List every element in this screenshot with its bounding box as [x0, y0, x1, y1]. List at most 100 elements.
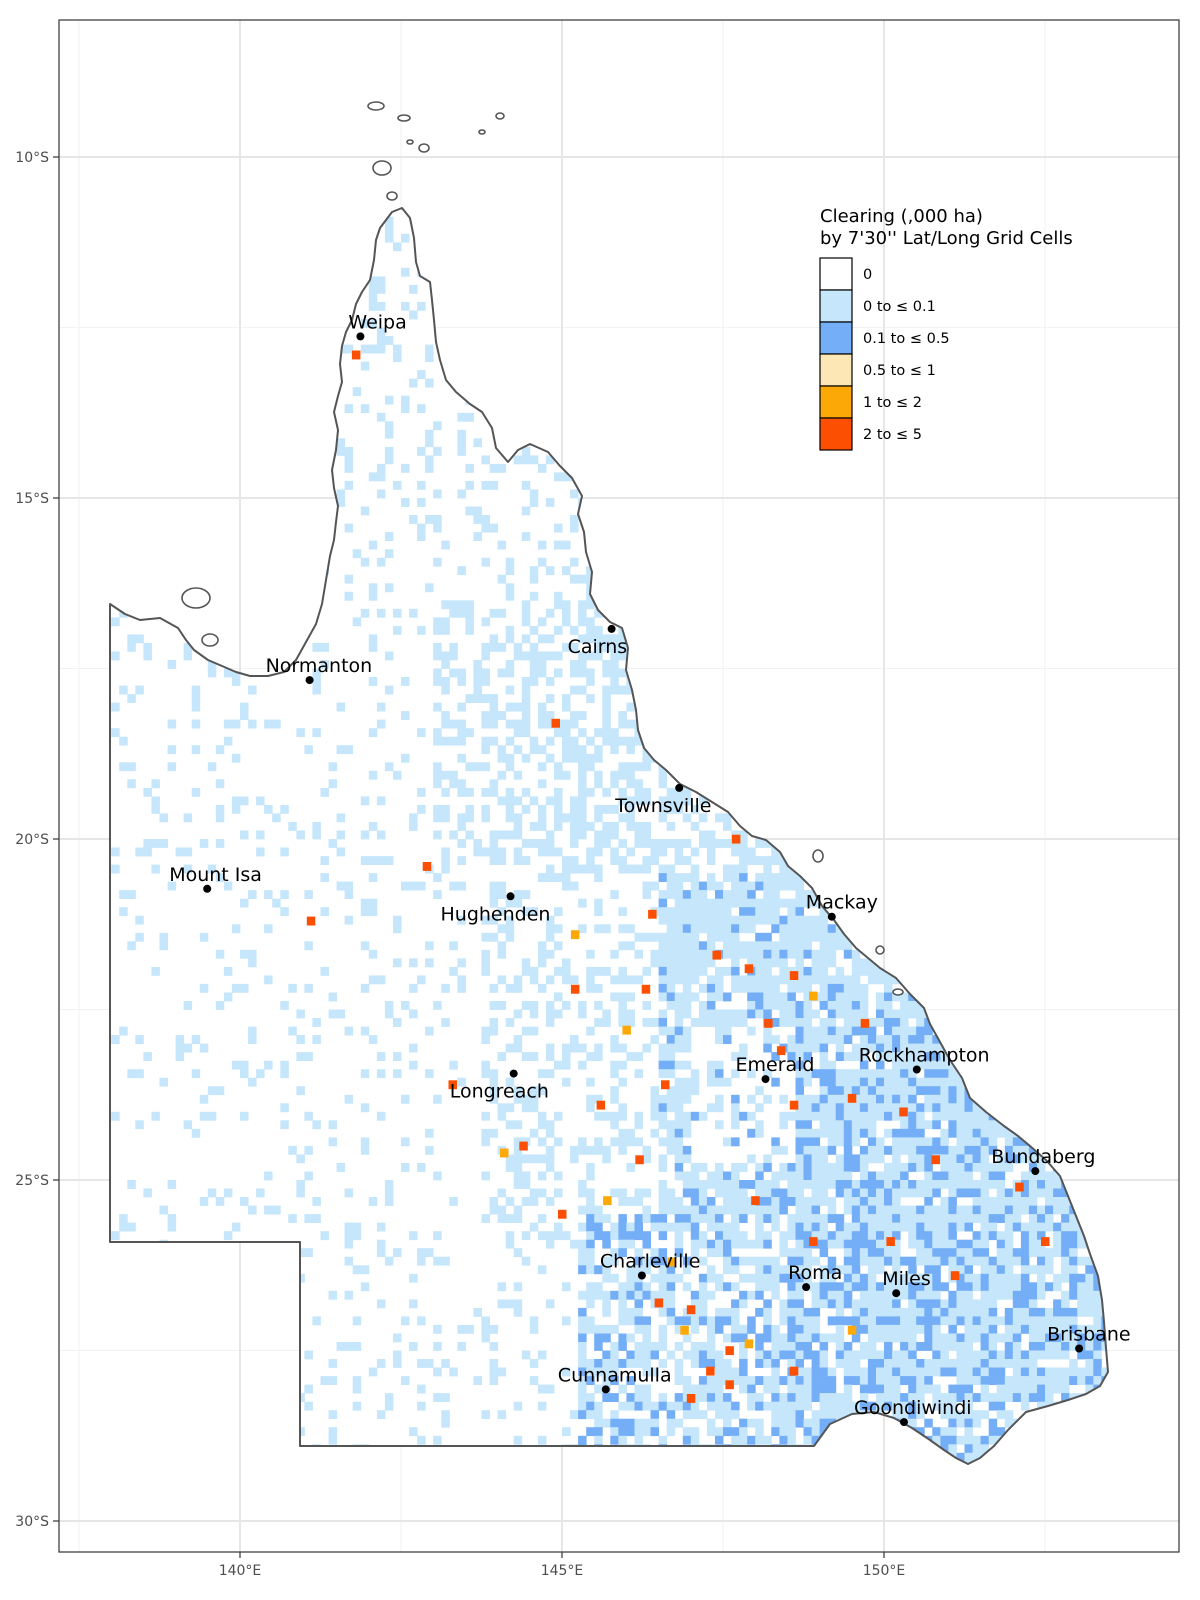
clearing-cell — [586, 566, 595, 576]
clearing-cell — [570, 745, 579, 755]
clearing-cell — [843, 941, 853, 951]
clearing-cell — [111, 702, 120, 712]
clearing-cell — [626, 941, 635, 951]
clearing-cell — [787, 881, 796, 891]
clearing-cell — [127, 762, 136, 772]
clearing-cell — [618, 813, 627, 823]
clearing-cell — [594, 651, 603, 661]
clearing-cell — [513, 642, 523, 652]
clearing-cell — [618, 864, 627, 874]
clearing-cell — [626, 762, 635, 772]
clearing-cell — [723, 932, 732, 942]
clearing-cell — [859, 1043, 869, 1053]
clearing-cell — [690, 847, 700, 857]
clearing-cell — [481, 847, 490, 857]
clearing-cell — [191, 787, 201, 797]
clearing-cell — [570, 625, 579, 635]
clearing-cell — [763, 1043, 772, 1053]
clearing-cell — [682, 898, 692, 908]
clearing-cell — [666, 1026, 676, 1036]
clearing-cell — [578, 796, 587, 806]
clearing-cell — [280, 804, 289, 814]
clearing-cell — [135, 634, 144, 644]
clearing-cell — [803, 1009, 812, 1019]
clearing-cell — [481, 642, 490, 652]
clearing-cell — [223, 992, 233, 1002]
clearing-cell — [554, 472, 563, 482]
clearing-cell — [626, 924, 635, 934]
clearing-cell — [336, 813, 346, 823]
clearing-cell — [618, 1009, 627, 1019]
clearing-cell — [747, 847, 756, 857]
clearing-cell — [554, 804, 563, 814]
clearing-cell — [642, 787, 651, 797]
clearing-cell — [666, 1035, 676, 1044]
clearing-cell — [344, 523, 354, 533]
clearing-cell — [755, 881, 764, 891]
clearing-cell — [207, 668, 217, 678]
clearing-cell — [803, 1043, 812, 1053]
clearing-cell — [610, 1043, 619, 1053]
clearing-cell — [610, 736, 619, 746]
clearing-cell — [715, 983, 724, 993]
clearing-cell — [819, 975, 829, 985]
clearing-cell — [473, 762, 482, 772]
clearing-cell — [521, 702, 531, 712]
clearing-cell — [618, 975, 627, 985]
clearing-cell — [497, 881, 507, 891]
clearing-cell — [320, 660, 329, 669]
clearing-cell — [457, 668, 466, 678]
clearing-cell — [787, 941, 796, 951]
clearing-cell — [336, 847, 346, 857]
clearing-cell — [505, 804, 515, 814]
clearing-cell — [119, 685, 128, 695]
clearing-cell — [811, 975, 821, 985]
clearing-cell — [312, 822, 321, 831]
clearing-cell — [755, 873, 764, 882]
clearing-cell — [876, 1018, 885, 1027]
clearing-cell — [441, 685, 450, 695]
clearing-cell — [674, 898, 684, 908]
clearing-cell — [586, 736, 595, 746]
clearing-cell — [441, 847, 450, 857]
clearing-cell — [545, 719, 555, 729]
clearing-cell — [570, 660, 579, 669]
clearing-cell — [666, 1052, 676, 1061]
clearing-cell — [320, 873, 329, 882]
clearing-cell — [433, 736, 442, 746]
clearing-cell — [521, 958, 531, 968]
clearing-cell — [497, 975, 507, 985]
clearing-cell — [634, 736, 643, 746]
clearing-cell — [610, 728, 619, 738]
clearing-cell — [658, 898, 668, 908]
clearing-cell — [449, 719, 458, 729]
clearing-cell — [143, 787, 152, 797]
clearing-cell — [795, 898, 804, 908]
clearing-cell — [352, 387, 362, 397]
clearing-cell — [505, 719, 515, 729]
clearing-cell — [763, 881, 772, 891]
clearing-cell — [827, 983, 837, 993]
clearing-cell — [409, 983, 418, 993]
clearing-cell — [795, 949, 804, 959]
clearing-cell — [529, 642, 539, 652]
clearing-cell — [827, 924, 837, 934]
clearing-cell — [497, 770, 507, 780]
clearing-cell — [489, 736, 499, 746]
clearing-cell — [433, 489, 442, 499]
clearing-cell — [594, 830, 603, 840]
clearing-cell — [827, 932, 837, 942]
clearing-cell — [932, 1043, 941, 1053]
clearing-cell — [562, 856, 571, 865]
clearing-cell — [513, 745, 523, 755]
clearing-cell — [457, 839, 466, 848]
clearing-cell — [151, 839, 160, 848]
clearing-cell — [393, 480, 402, 490]
clearing-cell — [658, 1026, 668, 1036]
clearing-cell — [368, 301, 378, 311]
clearing-cell — [562, 753, 571, 763]
clearing-cell — [851, 1026, 861, 1036]
clearing-cell — [940, 1052, 949, 1061]
clearing-cell — [819, 924, 829, 934]
